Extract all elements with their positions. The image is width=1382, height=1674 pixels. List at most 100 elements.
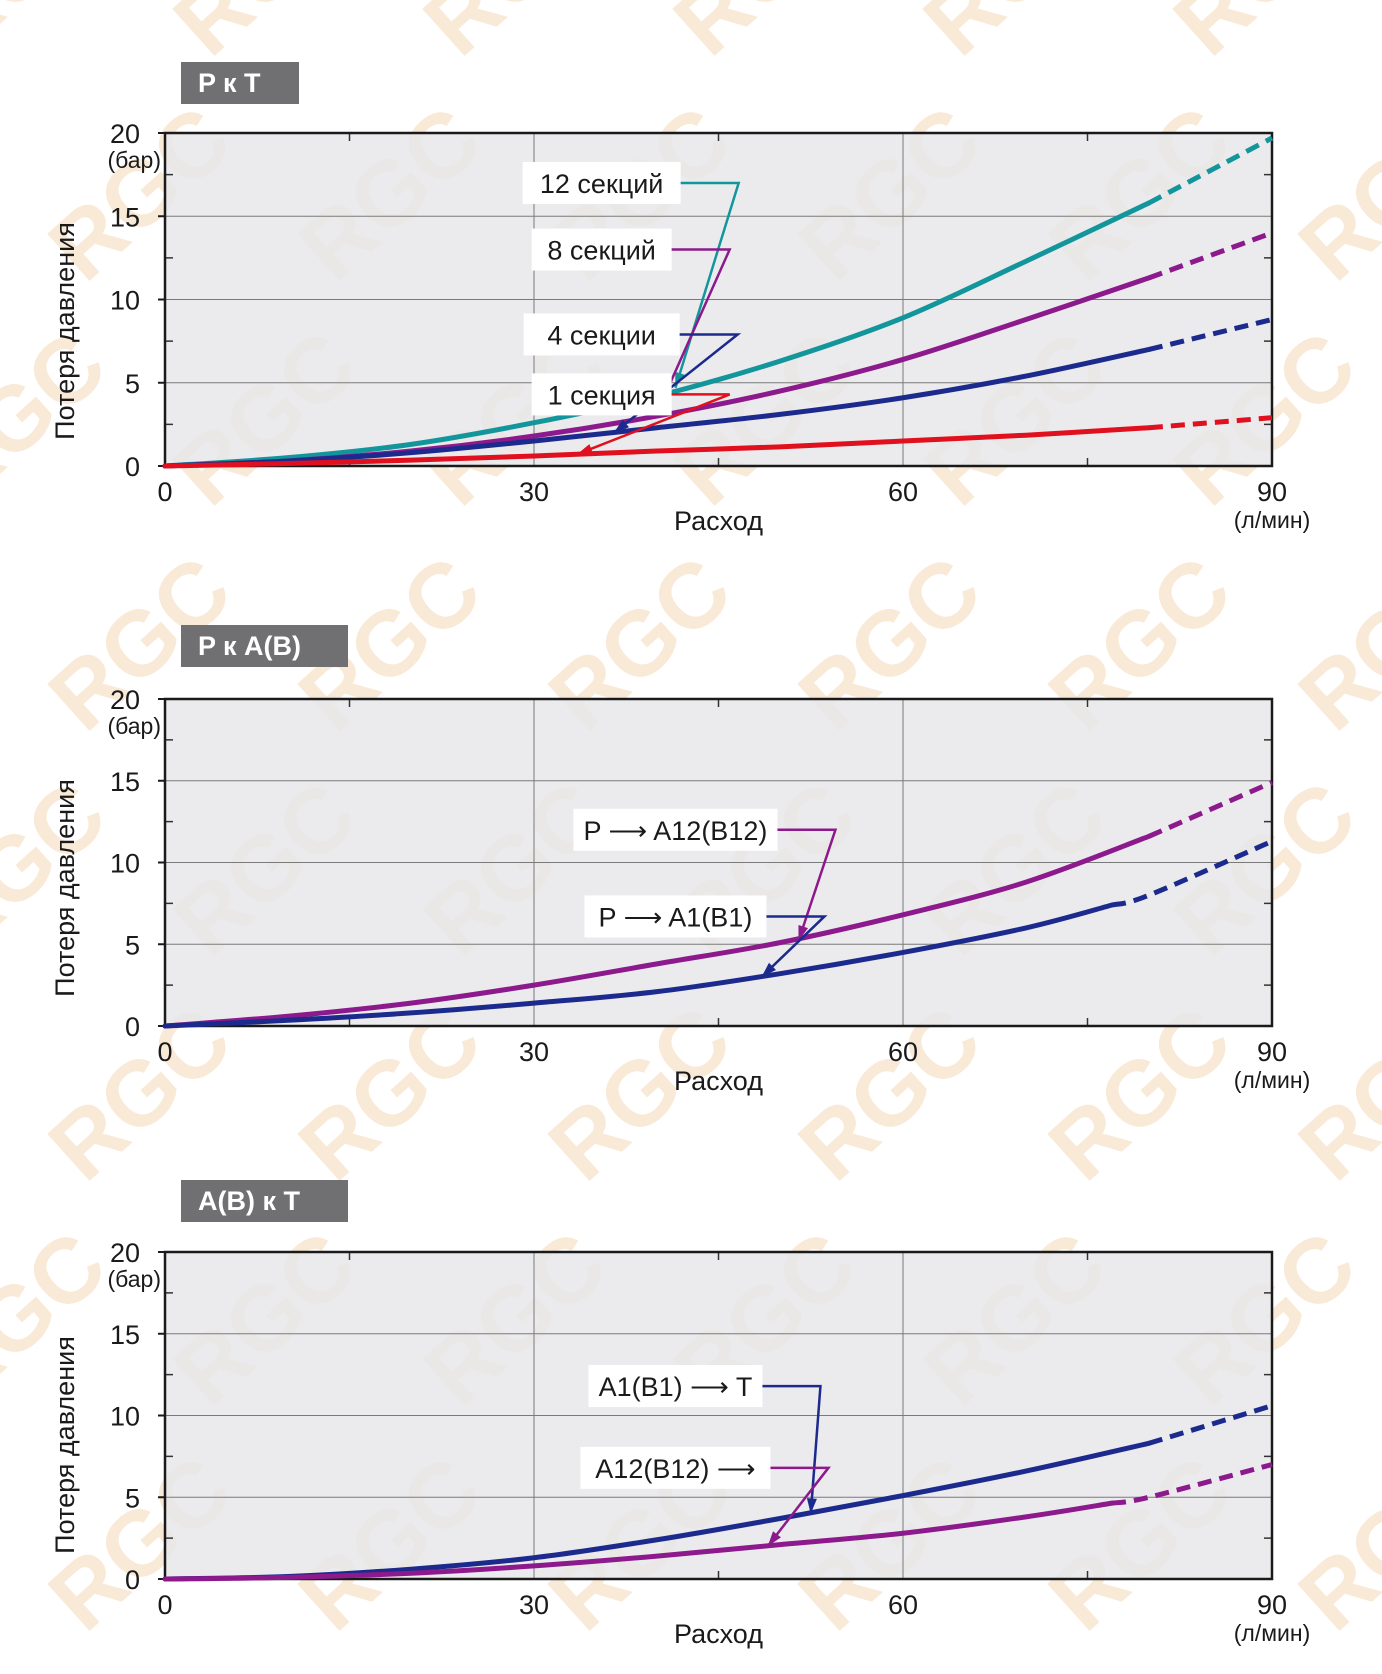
series-callout-label: 8 секций <box>547 236 655 266</box>
watermark-text: RGC <box>0 0 125 75</box>
watermark-text: RGC <box>1155 0 1375 75</box>
y-tick-label: 20 <box>110 685 140 715</box>
series-line-solid <box>162 346 1152 469</box>
callout-box <box>588 1365 763 1408</box>
callout-box <box>531 228 672 271</box>
watermark-text: RGC <box>1280 87 1382 300</box>
callout-arrowhead <box>577 444 594 455</box>
chart-title-badge <box>181 625 348 667</box>
series-line-dashed <box>1148 230 1273 281</box>
x-tick-label: 60 <box>888 1037 918 1067</box>
series-line-dashed <box>1111 1462 1273 1506</box>
y-axis-label: Потеря давления <box>50 779 80 997</box>
series-line-dashed <box>1147 780 1274 839</box>
x-tick-label: 90 <box>1257 1037 1287 1067</box>
callout-leader-line <box>576 393 731 456</box>
callout-arrowhead <box>613 419 629 433</box>
callout-arrowhead <box>761 962 776 977</box>
x-axis-label: Расход <box>674 1619 763 1649</box>
series-line-solid <box>162 833 1152 1029</box>
series-line-dashed <box>1148 317 1273 352</box>
series-line-dashed <box>1147 135 1274 206</box>
y-tick-label: 10 <box>110 1402 140 1432</box>
chart-title: A(B) к T <box>198 1186 300 1216</box>
x-tick-label: 0 <box>157 1590 172 1620</box>
chart-3: A(B) к T 0 5 10 15 20(бар) Потеря давления 0 30 6… <box>50 1180 1310 1649</box>
x-unit-label: (л/мин) <box>1234 1620 1311 1646</box>
watermark-text: RGC <box>1280 537 1382 750</box>
y-tick-label: 0 <box>125 1012 140 1042</box>
series-callout-label: P ⟶ A1(B1) <box>599 902 753 932</box>
callout-box <box>584 895 767 938</box>
chart-title-badge <box>181 62 299 104</box>
y-unit-label: (бар) <box>107 713 161 739</box>
y-tick-label: 10 <box>110 286 140 316</box>
x-tick-label: 90 <box>1257 1590 1287 1620</box>
y-tick-label: 15 <box>110 202 140 232</box>
x-unit-label: (л/мин) <box>1234 1067 1311 1093</box>
callout-leader-line <box>674 181 741 389</box>
callout-arrowhead <box>767 1531 781 1547</box>
series-callout-label: 12 секций <box>540 169 664 199</box>
x-tick-label: 0 <box>157 1037 172 1067</box>
callout-arrowhead <box>798 924 809 941</box>
series-line-dashed <box>1111 838 1274 908</box>
x-tick-label: 60 <box>888 477 918 507</box>
series-callout-label: 4 секции <box>547 320 655 350</box>
y-tick-label: 15 <box>110 767 140 797</box>
x-tick-label: 90 <box>1257 477 1287 507</box>
x-unit-label: (л/мин) <box>1234 507 1311 533</box>
y-tick-label: 5 <box>125 369 140 399</box>
callout-leader-line <box>766 1466 831 1548</box>
series-callout-label: A1(B1) ⟶ T <box>599 1372 753 1402</box>
series-line-solid <box>162 902 1115 1029</box>
y-axis-label: Потеря давления <box>50 222 80 440</box>
y-tick-label: 5 <box>125 930 140 960</box>
chart-title: P к T <box>198 68 261 98</box>
watermark-text: RGC <box>655 0 875 75</box>
callout-box <box>580 1446 771 1489</box>
y-tick-label: 20 <box>110 119 140 149</box>
watermark-text: RGC <box>1280 1437 1382 1650</box>
x-tick-label: 30 <box>519 1590 549 1620</box>
watermark-text: RGC <box>905 0 1125 75</box>
watermark-text: RGC <box>405 0 625 75</box>
y-tick-label: 0 <box>125 1565 140 1595</box>
y-unit-label: (бар) <box>107 147 161 173</box>
y-tick-label: 20 <box>110 1238 140 1268</box>
x-tick-label: 60 <box>888 1590 918 1620</box>
y-tick-label: 5 <box>125 1483 140 1513</box>
y-axis-label: Потеря давления <box>50 1336 80 1554</box>
series-callout-label: A12(B12) ⟶ <box>595 1454 755 1484</box>
series-line-solid <box>162 1500 1115 1582</box>
callout-leader-line <box>655 248 732 414</box>
x-axis-label: Расход <box>674 506 763 536</box>
x-tick-label: 0 <box>157 477 172 507</box>
callout-leader-line <box>762 1384 822 1514</box>
chart-title-badge <box>181 1180 348 1222</box>
callout-box <box>573 808 778 851</box>
callout-arrowhead <box>806 1498 817 1514</box>
callout-leader-line <box>777 828 838 942</box>
series-callout-label: P ⟶ A12(B12) <box>584 816 768 846</box>
x-tick-label: 30 <box>519 477 549 507</box>
callout-box <box>523 313 680 356</box>
y-tick-label: 0 <box>125 452 140 482</box>
y-tick-label: 10 <box>110 849 140 879</box>
chart-1: P к T 0 5 10 15 20(бар) Потеря давления 0 30 60 90… <box>50 62 1310 536</box>
series-callout-label: 1 секция <box>548 380 656 410</box>
y-tick-label: 15 <box>110 1320 140 1350</box>
x-axis-label: Расход <box>674 1066 763 1096</box>
series-line-dashed <box>1148 415 1273 431</box>
chart-2: P к A(B) 0 5 10 15 20(бар) Потеря давления 0 30 6… <box>50 625 1310 1096</box>
callout-leader-line <box>760 915 828 978</box>
watermark-text: RGC <box>1280 987 1382 1200</box>
series-line-solid <box>162 425 1152 469</box>
callout-box <box>531 373 672 416</box>
x-tick-label: 30 <box>519 1037 549 1067</box>
series-line-dashed <box>1148 1403 1273 1446</box>
chart-title: P к A(B) <box>198 631 301 661</box>
callout-box <box>522 161 681 204</box>
